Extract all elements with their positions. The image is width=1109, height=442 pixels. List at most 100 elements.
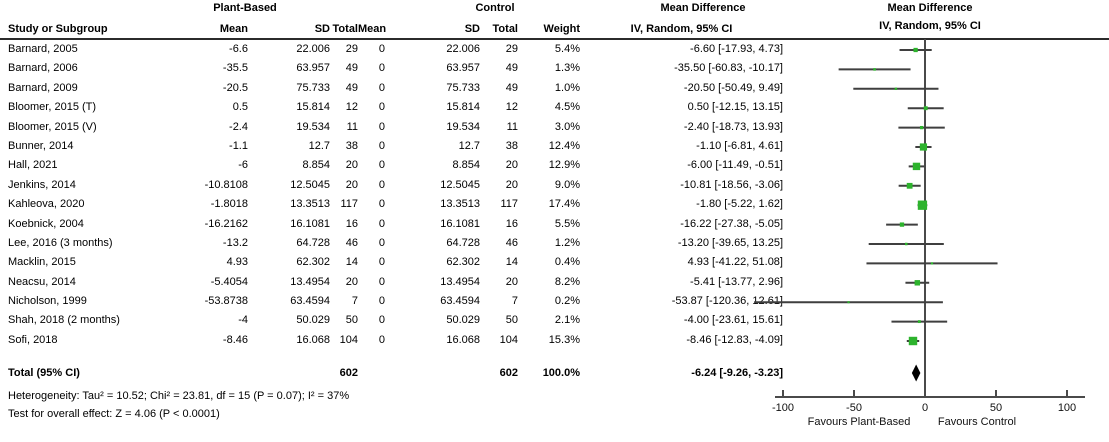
total-c-total: 602 [499,367,518,379]
md-plot-header-line1: Mean Difference [887,2,973,14]
pb-total-value: 29 [345,43,358,55]
effect-marker [894,87,898,91]
effect-marker [873,68,876,71]
md-text-header-line1: Mean Difference [660,2,746,14]
group-header-control: Control [475,2,515,14]
study-name: Shah, 2018 (2 months) [8,314,120,327]
effect-marker [917,200,928,210]
pb-total-value: 16 [345,217,358,230]
c-mean-value: 0 [378,81,385,94]
study-row: Kahleova, 2020 -1.8018 13.3513 117 0 13.… [0,195,783,214]
c-mean-value: 0 [378,295,385,308]
total-md-ci: -6.24 [-9.26, -3.23] [691,367,783,379]
c-mean-value: 0 [378,236,385,249]
pb-sd-value: 63.957 [296,62,330,75]
effect-marker [908,336,918,346]
weight-value: 8.2% [554,275,580,288]
pb-mean-value: -6.6 [229,43,248,55]
pb-sd-value: 64.728 [296,236,330,249]
effect-marker [847,301,850,304]
study-row: Jenkins, 2014 -10.8108 12.5045 20 0 12.5… [0,176,783,195]
study-name: Bunner, 2014 [8,139,74,152]
study-row: Bloomer, 2015 (T) 0.5 15.814 12 0 15.814… [0,98,783,117]
md-ci-text: -1.80 [-5.22, 1.62] [696,198,783,211]
md-ci-text: -53.87 [-120.36, 12.61] [671,295,783,308]
pb-mean-value: -8.46 [222,333,248,346]
pb-mean-value: -1.8018 [210,198,248,211]
pb-total-value: 117 [340,198,358,211]
effect-marker [905,242,908,246]
pb-total-value: 46 [345,236,358,249]
column-header-c-total: Total [492,23,518,35]
c-sd-value: 8.854 [452,159,480,172]
effect-marker [923,106,928,111]
pb-total-value: 7 [351,295,358,308]
c-total-value: 50 [505,314,518,327]
c-mean-value: 0 [378,217,385,230]
c-sd-value: 16.068 [446,333,480,346]
c-sd-value: 16.1081 [440,217,480,230]
study-name: Jenkins, 2014 [8,178,76,191]
study-row: Hall, 2021 -6 8.854 20 0 8.854 20 12.9% … [0,156,783,175]
weight-value: 4.5% [554,101,580,114]
effect-marker [906,182,913,189]
study-name: Hall, 2021 [8,159,58,172]
effect-marker [912,162,921,171]
pb-total-value: 14 [345,256,358,269]
pb-sd-value: 13.3513 [290,198,330,211]
c-mean-value: 0 [378,139,385,152]
weight-value: 17.4% [548,198,580,211]
effect-marker [930,262,934,265]
md-ci-text: -8.46 [-12.83, -4.09] [686,333,783,346]
effect-marker [919,125,924,130]
c-mean-value: 0 [378,43,385,55]
study-row: Bloomer, 2015 (V) -2.4 19.534 11 0 19.53… [0,118,783,137]
c-sd-value: 64.728 [446,236,480,249]
md-ci-text: -2.40 [-18.73, 13.93] [683,120,783,133]
pb-mean-value: -53.8738 [204,295,248,308]
c-total-value: 14 [505,256,518,269]
study-name: Koebnick, 2004 [8,217,84,230]
column-header-weight: Weight [543,23,580,35]
pb-sd-value: 62.302 [296,256,330,269]
column-header-pb-total: Total [332,23,358,35]
weight-value: 1.3% [554,62,580,75]
pb-sd-value: 15.814 [296,101,330,114]
pb-mean-value: -4 [238,314,248,327]
pb-sd-value: 22.006 [296,43,330,55]
study-row: Neacsu, 2014 -5.4054 13.4954 20 0 13.495… [0,273,783,292]
column-header-pb-mean: Mean [219,23,248,35]
pb-sd-value: 12.5045 [290,178,330,191]
md-ci-text: -13.20 [-39.65, 13.25] [677,236,783,249]
c-total-value: 46 [505,236,518,249]
total-row: Total (95% CI) 602 602 100.0% -6.24 [-9.… [0,363,783,383]
weight-value: 12.9% [548,159,580,172]
c-total-value: 29 [505,43,518,55]
study-name: Nicholson, 1999 [8,295,87,308]
c-total-value: 16 [505,217,518,230]
study-row: Barnard, 2009 -20.5 75.733 49 0 75.733 4… [0,79,783,98]
study-name: Bloomer, 2015 (T) [8,101,97,114]
study-row: Lee, 2016 (3 months) -13.2 64.728 46 0 6… [0,234,783,253]
c-sd-value: 63.4594 [440,295,480,308]
md-ci-text: -1.10 [-6.81, 4.61] [696,139,783,152]
study-row: Barnard, 2006 -35.5 63.957 49 0 63.957 4… [0,59,783,78]
weight-value: 5.5% [554,217,580,230]
study-name: Sofi, 2018 [8,333,58,346]
favours-left-label: Favours Plant-Based [808,416,911,428]
c-sd-value: 12.7 [458,139,480,152]
pb-mean-value: -35.5 [222,62,248,75]
pb-mean-value: 4.93 [226,256,248,269]
axis-tick-label: 0 [922,402,928,414]
total-label: Total (95% CI) [8,367,80,379]
c-mean-value: 0 [378,314,385,327]
weight-value: 0.4% [554,256,580,269]
weight-value: 5.4% [554,43,580,55]
header-separator-line [0,38,1109,40]
weight-value: 15.3% [548,333,580,346]
weight-value: 12.4% [548,139,580,152]
pb-mean-value: -20.5 [222,81,248,94]
c-mean-value: 0 [378,275,385,288]
c-mean-value: 0 [378,198,385,211]
